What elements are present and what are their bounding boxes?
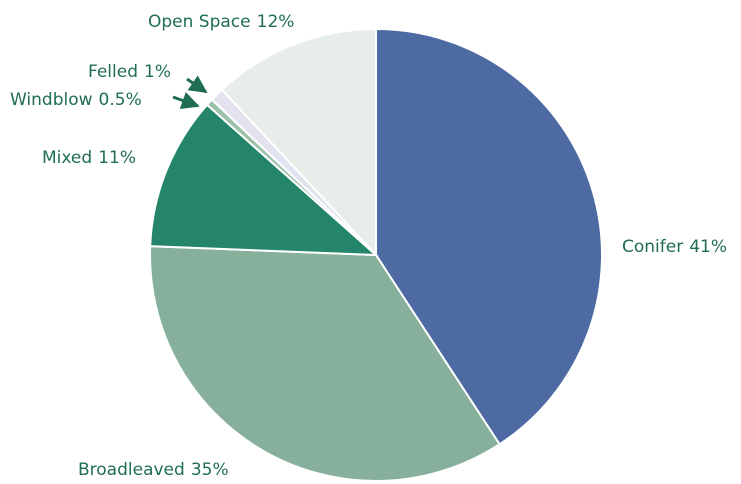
slice-value-label: 11% bbox=[98, 148, 136, 168]
slice-label: Felled 1% bbox=[88, 62, 171, 82]
slice-value-label: 12% bbox=[257, 12, 295, 32]
slice-value-label: 35% bbox=[191, 460, 229, 480]
slice-category: Open Space bbox=[148, 12, 251, 32]
pie-slice bbox=[149, 103, 379, 257]
pie-slice bbox=[220, 27, 377, 258]
slice-value-label: 1% bbox=[144, 62, 171, 82]
slice-label: Mixed 11% bbox=[42, 148, 136, 168]
slice-category: Conifer bbox=[622, 237, 683, 257]
slice-label: Windblow 0.5% bbox=[10, 90, 142, 110]
slice-category: Windblow bbox=[10, 90, 93, 110]
slice-category: Felled bbox=[88, 62, 138, 82]
pie bbox=[149, 27, 603, 482]
label-arrow bbox=[172, 92, 200, 109]
slice-value-label: 0.5% bbox=[99, 90, 142, 110]
slice-label: Conifer 41% bbox=[622, 237, 727, 257]
slice-category: Mixed bbox=[42, 148, 92, 168]
slice-label: Broadleaved 35% bbox=[78, 460, 229, 480]
pie-slice bbox=[149, 245, 501, 482]
slice-label: Open Space 12% bbox=[148, 12, 294, 32]
label-arrow bbox=[186, 75, 208, 94]
slice-category: Broadleaved bbox=[78, 460, 185, 480]
slice-value-label: 41% bbox=[689, 237, 727, 257]
